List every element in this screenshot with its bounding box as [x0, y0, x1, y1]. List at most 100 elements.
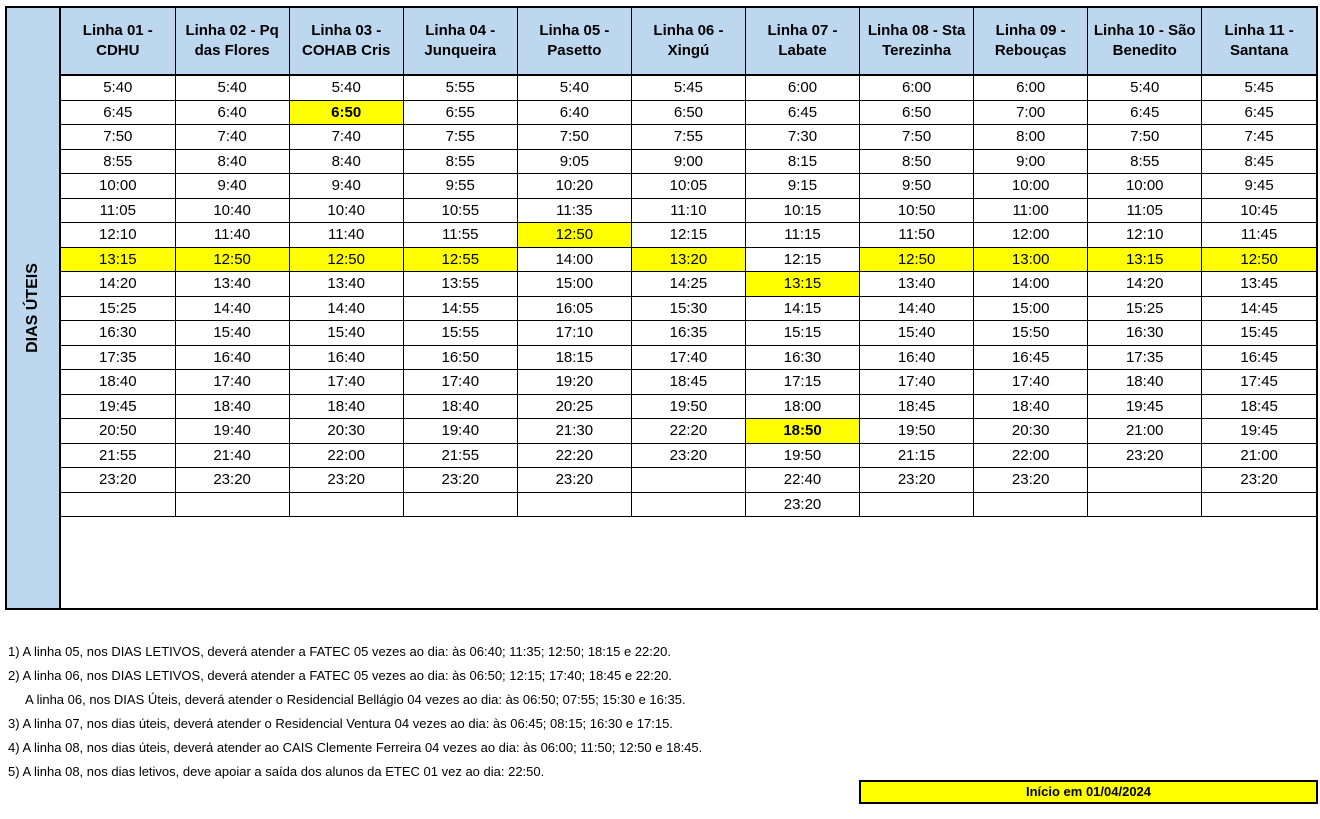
time-cell: 9:55 — [403, 173, 518, 199]
column-header: Linha 02 - Pq das Flores — [175, 8, 290, 76]
time-cell: 16:30 — [61, 320, 176, 346]
column-name: Benedito — [1112, 42, 1177, 59]
time-cell: 23:20 — [1087, 443, 1203, 468]
table-row: 6:45 6:40 6:50 6:55 6:40 6:50 6:45 6:50 7:00 6:45… — [61, 100, 1316, 125]
column-name: Xingú — [667, 42, 710, 59]
time-cell — [175, 492, 290, 517]
time-cell: 7:40 — [175, 124, 290, 150]
time-cell: 17:40 — [403, 369, 518, 395]
table-row: 7:50 7:40 7:40 7:55 7:50 7:55 7:30 7:50 8:00 7:50… — [61, 124, 1316, 150]
column-header: Linha 05 - Pasetto — [517, 8, 632, 76]
column-line: Linha 09 - — [995, 22, 1066, 39]
table-row: 18:40 17:40 17:40 17:40 19:20 18:45 17:15 17:40… — [61, 369, 1316, 395]
time-cell: 6:45 — [1087, 100, 1203, 125]
time-cell: 14:45 — [1201, 296, 1316, 321]
time-cell: 5:40 — [289, 75, 404, 101]
time-cell: 14:00 — [973, 271, 1089, 297]
time-cell: 9:50 — [859, 173, 975, 199]
schedule-sheet: DIAS ÚTEIS Linha 01 - CDHU Linha 02 - Pq da… — [5, 6, 1318, 610]
time-cell: 14:00 — [517, 247, 632, 272]
time-cell: 6:00 — [859, 75, 975, 101]
time-cell: 12:50 — [859, 247, 975, 272]
table-row: 11:05 10:40 10:40 10:55 11:35 11:10 10:15 10:50… — [61, 198, 1316, 223]
footnotes: 1) A linha 05, nos DIAS LETIVOS, deverá … — [8, 640, 702, 784]
time-cell: 23:20 — [403, 467, 518, 493]
table-row: 23:20 — [61, 492, 1316, 517]
time-cell: 20:30 — [973, 418, 1089, 444]
time-cell: 19:50 — [631, 394, 746, 419]
time-cell: 6:40 — [175, 100, 290, 125]
time-cell: 6:40 — [517, 100, 632, 125]
time-cell: 7:55 — [403, 124, 518, 150]
time-cell: 19:40 — [403, 418, 518, 444]
time-cell: 23:20 — [745, 492, 861, 517]
time-cell: 14:15 — [745, 296, 861, 321]
time-cell: 10:20 — [517, 173, 632, 199]
time-cell: 7:50 — [517, 124, 632, 150]
table-row: 8:55 8:40 8:40 8:55 9:05 9:00 8:15 8:50 9:00 8:55… — [61, 149, 1316, 174]
time-cell: 21:40 — [175, 443, 290, 468]
time-cell: 21:55 — [403, 443, 518, 468]
time-cell: 10:55 — [403, 198, 518, 223]
time-cell: 11:55 — [403, 222, 518, 248]
time-cell — [1201, 492, 1316, 517]
time-cell: 18:45 — [1201, 394, 1316, 419]
time-cell: 18:40 — [403, 394, 518, 419]
time-cell: 11:15 — [745, 222, 861, 248]
time-cell: 15:15 — [745, 320, 861, 346]
time-cell: 12:50 — [289, 247, 404, 272]
header-row: Linha 01 - CDHU Linha 02 - Pq das Flores Lin… — [61, 8, 1316, 76]
time-cell: 8:40 — [289, 149, 404, 174]
time-cell: 21:00 — [1201, 443, 1316, 468]
time-cell: 19:45 — [61, 394, 176, 419]
time-cell: 11:40 — [175, 222, 290, 248]
time-cell: 10:05 — [631, 173, 746, 199]
time-cell: 16:40 — [859, 345, 975, 370]
time-cell: 22:00 — [289, 443, 404, 468]
time-cell: 6:00 — [973, 75, 1089, 101]
time-cell: 15:55 — [403, 320, 518, 346]
time-cell: 18:45 — [859, 394, 975, 419]
time-cell: 15:40 — [175, 320, 290, 346]
time-cell: 23:20 — [859, 467, 975, 493]
schedule-table: Linha 01 - CDHU Linha 02 - Pq das Flores Lin… — [61, 8, 1316, 517]
time-cell: 6:55 — [403, 100, 518, 125]
time-cell: 7:30 — [745, 124, 861, 150]
time-cell: 20:25 — [517, 394, 632, 419]
time-cell: 18:40 — [175, 394, 290, 419]
column-name: Labate — [778, 42, 827, 59]
time-cell: 5:45 — [631, 75, 746, 101]
table-row: 5:40 5:40 5:40 5:55 5:40 5:45 6:00 6:00 6:00 5:40… — [61, 75, 1316, 101]
time-cell: 11:50 — [859, 222, 975, 248]
time-cell — [631, 492, 746, 517]
time-cell: 23:20 — [631, 443, 746, 468]
time-cell: 7:50 — [61, 124, 176, 150]
column-name: Pasetto — [547, 42, 602, 59]
time-cell: 18:50 — [745, 418, 861, 444]
time-cell: 16:45 — [973, 345, 1089, 370]
time-cell: 9:00 — [631, 149, 746, 174]
time-cell: 7:50 — [859, 124, 975, 150]
time-cell: 16:50 — [403, 345, 518, 370]
time-cell: 22:00 — [973, 443, 1089, 468]
time-cell: 14:55 — [403, 296, 518, 321]
time-cell: 15:00 — [517, 271, 632, 297]
column-header: Linha 04 - Junqueira — [403, 8, 518, 76]
column-header: Linha 09 - Rebouças — [973, 8, 1089, 76]
column-line: Linha 04 - — [425, 22, 496, 39]
time-cell: 8:55 — [1087, 149, 1203, 174]
time-cell: 6:50 — [859, 100, 975, 125]
time-cell: 9:00 — [973, 149, 1089, 174]
time-cell: 23:20 — [61, 467, 176, 493]
time-cell: 18:40 — [1087, 369, 1203, 395]
time-cell: 16:35 — [631, 320, 746, 346]
time-cell: 11:45 — [1201, 222, 1316, 248]
time-cell: 18:40 — [61, 369, 176, 395]
time-cell — [403, 492, 518, 517]
time-cell: 11:05 — [61, 198, 176, 223]
column-header: Linha 01 - CDHU — [61, 8, 176, 76]
time-cell: 12:10 — [1087, 222, 1203, 248]
time-cell: 13:40 — [175, 271, 290, 297]
column-header: Linha 03 - COHAB Cris — [289, 8, 404, 76]
column-header: Linha 11 - Santana — [1201, 8, 1316, 76]
